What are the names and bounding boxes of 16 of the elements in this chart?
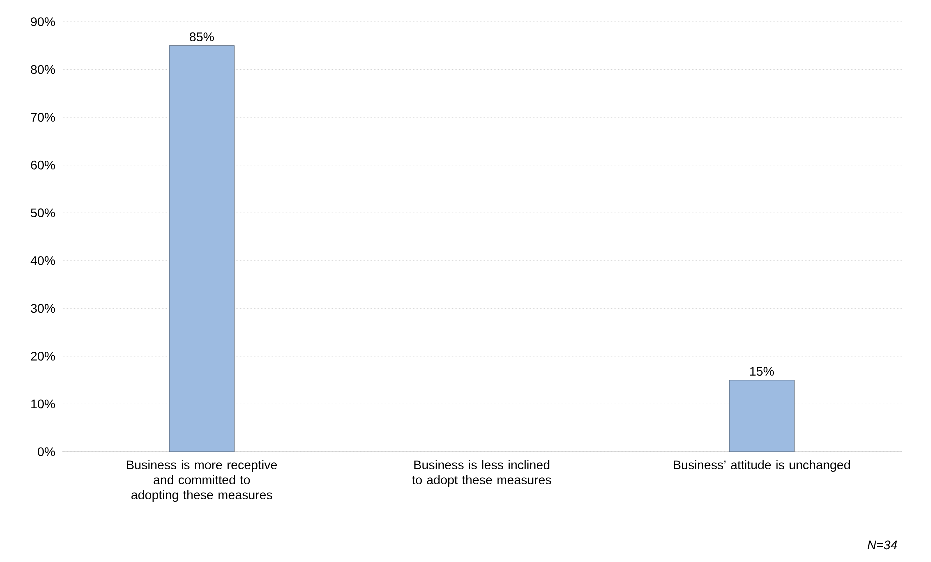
y-tick-label: 60% [31, 160, 56, 170]
y-tick-label: 90% [31, 18, 56, 26]
data-label: 85% [190, 32, 214, 42]
y-tick-label: 10% [32, 400, 56, 409]
x-tick-label: Business’ attitude is unchanged [674, 460, 850, 472]
y-tick-label: 20% [31, 352, 56, 361]
x-tick-label: Business is less inclined to adopt these measures [412, 460, 552, 488]
data-label: 15% [750, 367, 774, 376]
text: N=34 [868, 540, 898, 550]
y-tick-label: 80% [31, 65, 56, 74]
y-tick-label: 50% [31, 208, 56, 218]
y-tick-label: 30% [31, 304, 56, 314]
x-tick-label: Business is more receptive and committed to adopting these measures [127, 460, 278, 502]
y-tick-label: 0% [38, 448, 56, 456]
y-tick-label: 70% [31, 113, 56, 122]
y-tick-label: 40% [30, 256, 56, 266]
